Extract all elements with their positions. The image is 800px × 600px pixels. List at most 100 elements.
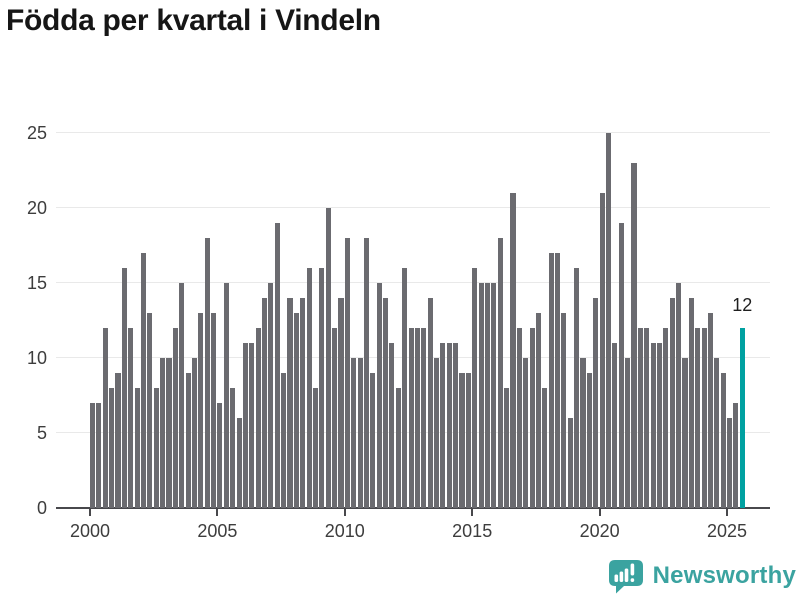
bar bbox=[459, 373, 465, 508]
bar bbox=[580, 358, 586, 508]
bar bbox=[523, 358, 529, 508]
bar bbox=[484, 283, 491, 508]
bar bbox=[102, 328, 108, 508]
x-axis-line bbox=[56, 507, 770, 509]
bar bbox=[140, 253, 147, 508]
x-axis-tick-label: 2015 bbox=[452, 521, 493, 541]
bar bbox=[268, 283, 274, 508]
bar bbox=[593, 298, 599, 508]
bar bbox=[612, 343, 618, 508]
bar bbox=[332, 328, 338, 508]
bar bbox=[160, 358, 166, 508]
bar bbox=[676, 283, 682, 508]
bar bbox=[510, 193, 516, 508]
bar bbox=[408, 328, 414, 508]
bar bbox=[185, 373, 191, 508]
bar bbox=[242, 343, 248, 508]
bar bbox=[720, 373, 726, 508]
bar bbox=[166, 358, 172, 508]
newsworthy-logo-icon bbox=[608, 560, 643, 594]
bar bbox=[453, 343, 459, 508]
bar bbox=[695, 328, 701, 508]
bar bbox=[121, 268, 127, 508]
bar bbox=[733, 403, 739, 508]
y-axis-tick-label: 0 bbox=[36, 498, 47, 518]
bar bbox=[128, 328, 134, 508]
bar bbox=[204, 238, 210, 508]
bar bbox=[255, 328, 261, 508]
y-axis-tick-label: 5 bbox=[36, 423, 47, 443]
bar bbox=[446, 343, 452, 508]
x-axis-tick bbox=[598, 509, 601, 516]
y-axis-tick-label: 20 bbox=[26, 198, 47, 218]
bar bbox=[376, 283, 382, 508]
bar bbox=[236, 418, 242, 508]
bar bbox=[727, 418, 733, 508]
highlight-value-label: 12 bbox=[732, 295, 753, 315]
bar bbox=[90, 403, 96, 508]
x-axis-tick bbox=[216, 509, 219, 516]
x-axis-tick bbox=[471, 509, 474, 516]
x-axis-tick-label: 2025 bbox=[706, 521, 748, 541]
newsworthy-logo-text: Newsworthy bbox=[652, 562, 796, 589]
bar bbox=[644, 328, 650, 508]
x-axis-tick-label: 2000 bbox=[69, 521, 111, 541]
logo-bar-icon bbox=[624, 568, 628, 582]
bar bbox=[389, 343, 395, 508]
bar bbox=[574, 268, 580, 508]
bar bbox=[109, 388, 115, 508]
logo-exclamation-icon bbox=[630, 563, 634, 576]
bar bbox=[433, 358, 440, 508]
bar bbox=[147, 313, 153, 508]
bar bbox=[96, 403, 102, 508]
bar bbox=[688, 298, 694, 508]
bar bbox=[663, 328, 669, 508]
bar bbox=[230, 388, 236, 508]
bar bbox=[625, 358, 631, 508]
bar bbox=[586, 373, 592, 508]
bar bbox=[338, 298, 344, 508]
logo-bar-icon bbox=[619, 571, 623, 582]
x-axis-tick-label: 2005 bbox=[197, 521, 238, 541]
y-axis-tick-label: 25 bbox=[26, 123, 47, 143]
bar bbox=[605, 133, 612, 508]
logo-exclamation-dot-icon bbox=[630, 578, 634, 582]
bar bbox=[198, 313, 204, 508]
bar bbox=[548, 253, 554, 508]
bar bbox=[465, 373, 471, 508]
bar bbox=[714, 358, 720, 508]
bar bbox=[287, 298, 293, 508]
bar bbox=[249, 343, 255, 508]
bar bbox=[631, 163, 637, 508]
bar bbox=[516, 328, 522, 508]
bar bbox=[344, 238, 350, 508]
logo-bar-icon bbox=[614, 574, 618, 582]
x-axis-tick bbox=[726, 509, 728, 516]
bar bbox=[319, 268, 325, 508]
bar bbox=[497, 238, 503, 508]
bar bbox=[325, 208, 331, 508]
newsworthy-logo: Newsworthy bbox=[607, 558, 796, 594]
bar bbox=[656, 343, 663, 508]
bar bbox=[561, 313, 567, 508]
gridline bbox=[56, 132, 770, 133]
bar bbox=[491, 283, 497, 508]
bar bbox=[650, 343, 656, 508]
bar bbox=[357, 358, 363, 508]
bar bbox=[281, 373, 287, 508]
x-axis-tick bbox=[343, 509, 346, 516]
bar bbox=[529, 328, 535, 508]
bar bbox=[535, 313, 541, 508]
bar bbox=[370, 373, 376, 508]
bar bbox=[300, 298, 306, 508]
x-axis-tick-label: 2010 bbox=[324, 521, 365, 541]
bar bbox=[115, 373, 121, 508]
gridline bbox=[56, 207, 770, 208]
bar bbox=[669, 298, 675, 508]
bar bbox=[637, 328, 643, 508]
y-axis-tick-label: 10 bbox=[26, 348, 47, 368]
bar bbox=[504, 388, 510, 508]
bar bbox=[223, 283, 229, 508]
